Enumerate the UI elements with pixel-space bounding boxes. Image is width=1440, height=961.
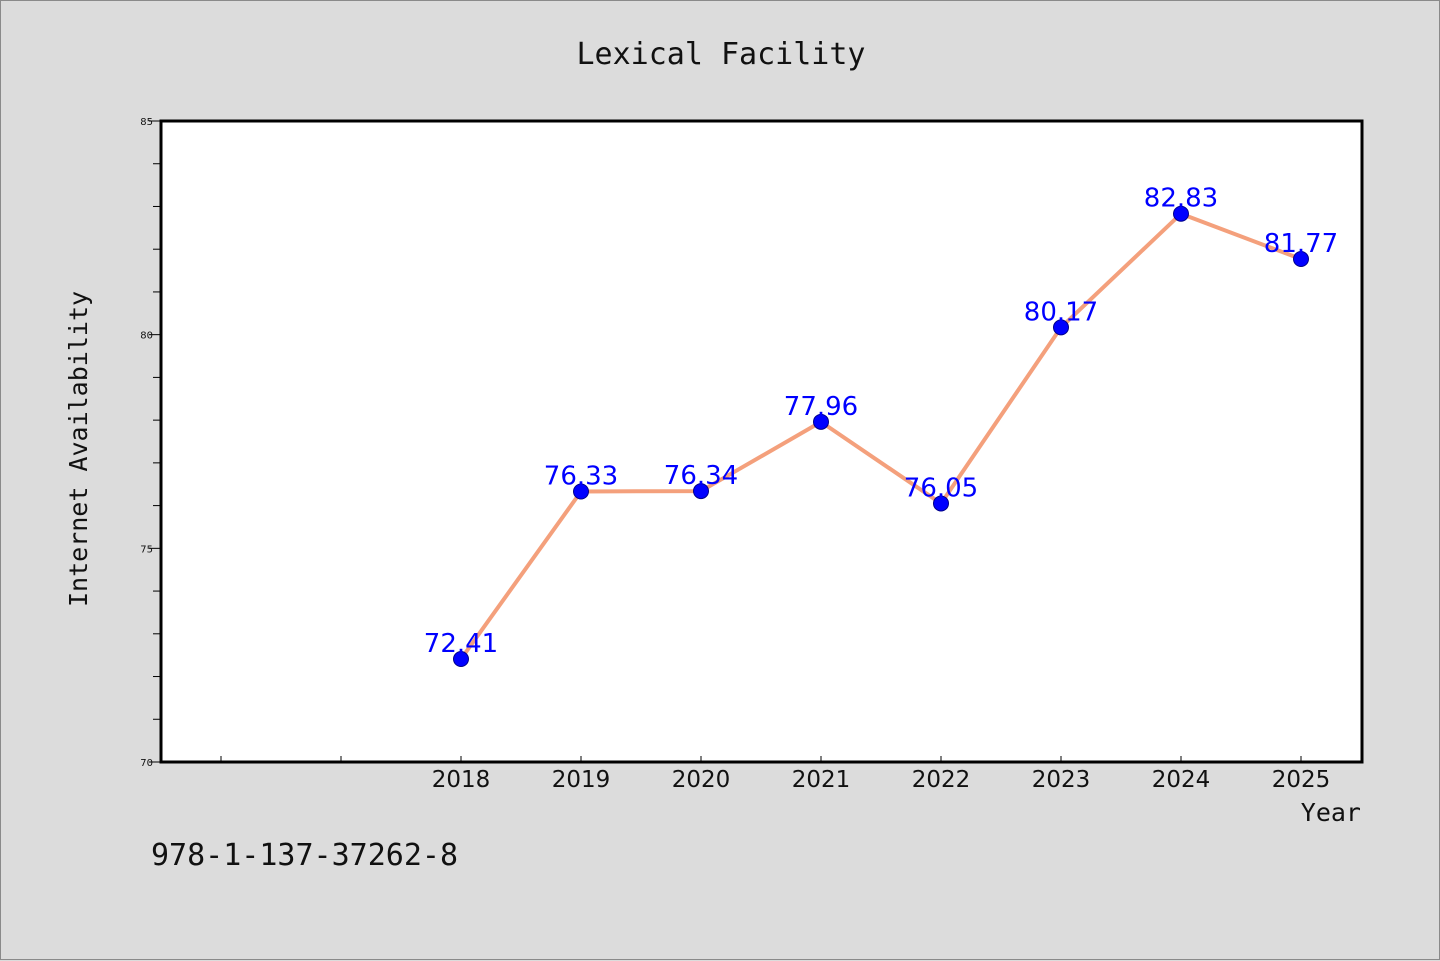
y-axis: 70 75 80 85 bbox=[140, 117, 161, 769]
data-point bbox=[1293, 251, 1309, 268]
data-labels: 72.41 76.33 76.34 77.96 76.05 80.17 82.83 81.77 bbox=[424, 184, 1338, 659]
data-label: 77.96 bbox=[784, 392, 858, 422]
y-tick-label: 80 bbox=[140, 331, 153, 342]
data-point bbox=[693, 483, 709, 500]
x-tick-label: 2020 bbox=[672, 767, 731, 793]
footer-code: 978-1-137-37262-8 bbox=[151, 838, 458, 873]
data-label: 76.05 bbox=[904, 473, 978, 503]
y-tick-label: 75 bbox=[140, 544, 153, 555]
x-tick-label: 2019 bbox=[552, 767, 611, 793]
x-tick-label: 2024 bbox=[1152, 767, 1211, 793]
x-tick-label: 2022 bbox=[912, 767, 971, 793]
series-line bbox=[459, 211, 1302, 661]
data-point bbox=[1173, 205, 1189, 222]
data-label: 82.83 bbox=[1144, 184, 1218, 214]
data-label: 80.17 bbox=[1024, 297, 1098, 327]
plot-area bbox=[159, 119, 1364, 764]
data-label: 72.41 bbox=[424, 629, 498, 659]
x-tick-label: 2021 bbox=[792, 767, 851, 793]
y-tick-label: 70 bbox=[140, 758, 153, 769]
y-tick-label: 85 bbox=[140, 117, 153, 128]
x-axis: 2018 2019 2020 2021 2022 2023 2024 2025 bbox=[220, 756, 1331, 793]
data-point bbox=[813, 413, 829, 430]
x-tick-label: 2023 bbox=[1032, 767, 1091, 793]
data-label: 81.77 bbox=[1264, 229, 1338, 259]
data-point bbox=[573, 483, 589, 500]
data-point bbox=[453, 651, 469, 668]
data-point bbox=[1053, 319, 1069, 336]
data-markers bbox=[453, 205, 1309, 668]
data-label: 76.33 bbox=[544, 461, 618, 491]
y-axis-label: Internet Availability bbox=[64, 291, 93, 607]
data-label: 76.34 bbox=[664, 461, 738, 491]
x-tick-label: 2018 bbox=[432, 767, 491, 793]
data-point bbox=[933, 495, 949, 512]
x-tick-label: 2025 bbox=[1272, 767, 1331, 793]
x-axis-label: Year bbox=[1301, 798, 1361, 827]
chart-title: Lexical Facility bbox=[577, 37, 866, 72]
